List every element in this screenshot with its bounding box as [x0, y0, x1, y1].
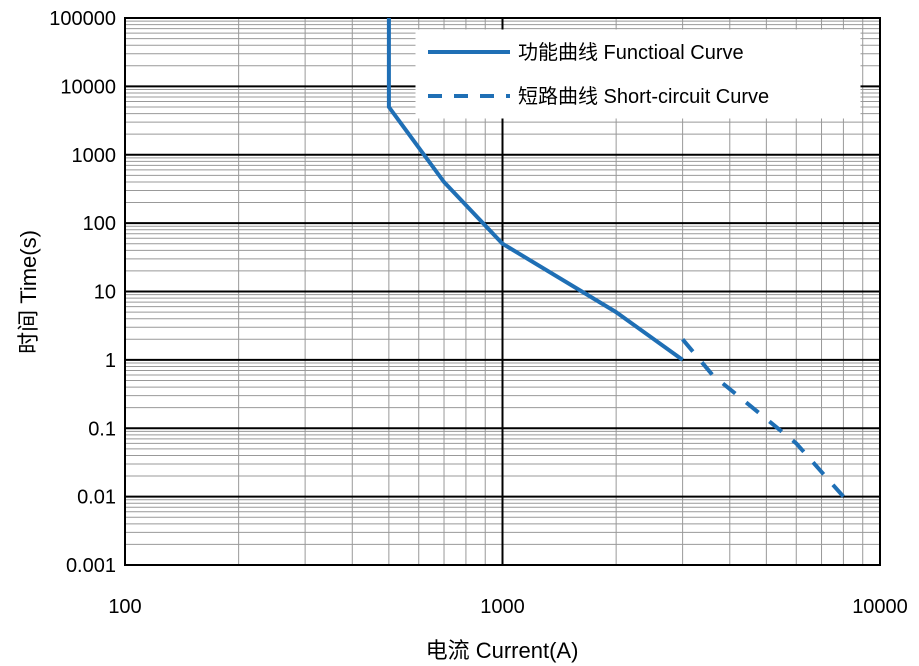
x-tick-label: 100 [108, 596, 141, 618]
y-axis-title: 时间 Time(s) [16, 230, 41, 354]
y-axis-tick-labels: 0.001 0.01 0.1 1 10 100 1000 10000 100000 [49, 8, 116, 577]
x-tick-label: 1000 [480, 596, 525, 618]
y-tick-label: 0.001 [66, 555, 116, 577]
series-layer [386, 18, 845, 498]
legend: 功能曲线 Functioal Curve 短路曲线 Short-circuit … [415, 29, 861, 119]
y-tick-label: 0.1 [88, 418, 116, 440]
series-functional-curve [386, 18, 684, 362]
x-axis-tick-labels: 100 1000 10000 [108, 596, 908, 618]
legend-label-short-circuit: 短路曲线 Short-circuit Curve [518, 85, 769, 108]
series-short-circuit-curve [681, 338, 845, 498]
plot-area-frame [124, 17, 881, 566]
legend-box [415, 29, 861, 119]
y-tick-label: 1 [105, 350, 116, 372]
y-tick-label: 100 [83, 213, 116, 235]
y-tick-label: 0.01 [77, 487, 116, 509]
legend-label-functional: 功能曲线 Functioal Curve [518, 41, 744, 64]
x-tick-label: 10000 [852, 596, 908, 618]
x-axis-title: 电流 Current(A) [426, 638, 579, 663]
y-tick-label: 10 [94, 282, 116, 304]
y-tick-label: 10000 [60, 76, 116, 98]
y-tick-label: 1000 [72, 145, 117, 167]
y-tick-label: 100000 [49, 8, 116, 30]
